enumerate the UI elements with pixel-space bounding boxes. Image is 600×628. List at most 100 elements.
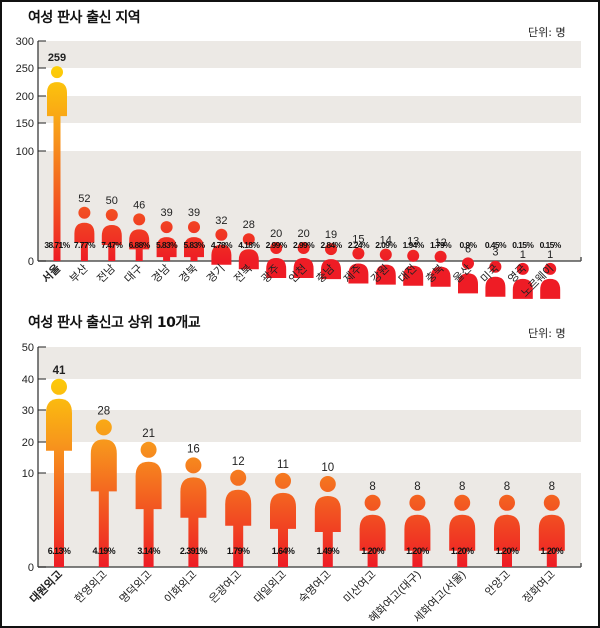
value-label: 8	[414, 481, 420, 493]
bar-body	[211, 244, 232, 265]
y-tick-label: 10	[22, 468, 34, 480]
value-label: 6	[465, 243, 471, 255]
bar-head	[499, 494, 515, 511]
value-label: 21	[142, 428, 155, 440]
bar-body	[348, 263, 369, 284]
bar-head	[489, 260, 502, 273]
bar-head	[215, 228, 228, 241]
value-label: 28	[243, 219, 255, 231]
percent-label: 3.14%	[137, 546, 160, 556]
bar-stem	[188, 515, 199, 567]
bar-head	[133, 213, 146, 226]
y-tick-label: 30	[22, 405, 34, 417]
person-mark	[449, 494, 476, 567]
bar-body	[184, 237, 204, 258]
percent-label: 1.49%	[317, 546, 340, 556]
grid-band	[38, 41, 581, 68]
value-label: 28	[97, 405, 110, 417]
bar-body	[238, 249, 259, 270]
percent-label: 2.99%	[293, 240, 315, 250]
y-tick-label: 250	[16, 63, 34, 75]
bar-stem	[143, 507, 154, 567]
percent-label: 0.15%	[540, 240, 562, 250]
percent-label: 1.20%	[541, 546, 564, 556]
bar-stem	[54, 448, 64, 567]
bar-head	[364, 494, 381, 511]
value-label: 12	[434, 237, 446, 249]
bar-head	[185, 457, 202, 474]
value-label: 14	[380, 235, 392, 247]
value-label: 8	[369, 481, 375, 493]
bar-body	[180, 477, 207, 518]
bar-head	[407, 249, 420, 262]
bar-stem	[233, 523, 244, 567]
percent-label: 6.13%	[48, 546, 71, 556]
grid-band	[38, 96, 581, 123]
bar-head	[297, 242, 310, 254]
value-label: 52	[78, 193, 90, 205]
value-label: 11	[277, 459, 289, 471]
bar-body	[74, 222, 95, 243]
bar-head	[544, 262, 557, 275]
percent-label: 0.15%	[512, 240, 534, 250]
bar-head	[188, 221, 200, 234]
category-label: 숙명여고	[296, 568, 334, 606]
bar-body	[270, 492, 296, 529]
bar-head	[78, 206, 91, 219]
person-mark	[293, 242, 314, 278]
category-label: 이화외고	[162, 568, 200, 606]
category-label: 대일외고	[251, 567, 290, 606]
bar-stem	[108, 243, 116, 261]
value-label: 32	[215, 215, 227, 227]
bar-stem	[322, 530, 333, 567]
bar-head	[242, 233, 255, 246]
bar-body	[314, 496, 341, 532]
percent-label: 2.09%	[375, 240, 397, 250]
percent-label: 1.20%	[406, 546, 429, 556]
value-label: 46	[133, 199, 145, 211]
percent-label: 2.84%	[320, 240, 342, 250]
value-label: 8	[549, 481, 555, 493]
bar-body	[540, 278, 561, 299]
bar-body	[156, 237, 177, 258]
person-mark	[211, 228, 232, 265]
category-label: 한영외고	[72, 568, 110, 606]
bar-body	[90, 439, 117, 492]
bar-stem	[163, 255, 171, 261]
value-label: 15	[352, 234, 364, 246]
bar-head	[319, 476, 336, 492]
bar-body	[403, 265, 424, 286]
y-tick-label: 300	[16, 36, 34, 48]
bar-body	[485, 276, 506, 297]
bar-body	[512, 278, 533, 299]
bar-head	[275, 472, 291, 489]
y-tick-label: 20	[22, 437, 34, 449]
person-mark	[375, 248, 396, 285]
percent-label: 1.79%	[227, 546, 250, 556]
percent-label: 5.83%	[183, 240, 205, 250]
bar-head	[454, 494, 471, 511]
bar-head	[51, 378, 67, 395]
bar-stem	[98, 489, 109, 567]
person-mark	[266, 242, 287, 278]
person-mark	[238, 233, 259, 270]
percent-label: 7.77%	[74, 240, 96, 250]
percent-label: 0.45%	[485, 240, 507, 250]
percent-label: 1.79%	[430, 240, 452, 250]
person-mark	[348, 247, 369, 284]
bar-head	[516, 262, 529, 275]
y-tick-label: 150	[16, 118, 34, 130]
category-label: 안양고	[482, 568, 513, 599]
bar-body	[266, 258, 287, 278]
bar-head	[352, 247, 365, 260]
person-mark	[512, 262, 533, 299]
percent-label: 2.391%	[180, 546, 208, 556]
bar-head	[140, 441, 157, 458]
bar-head	[543, 494, 560, 511]
bar-head	[51, 66, 63, 79]
percent-label: 1.20%	[451, 546, 474, 556]
bar-head	[230, 469, 247, 486]
bar-stem	[80, 240, 88, 261]
bar-body	[321, 259, 341, 280]
